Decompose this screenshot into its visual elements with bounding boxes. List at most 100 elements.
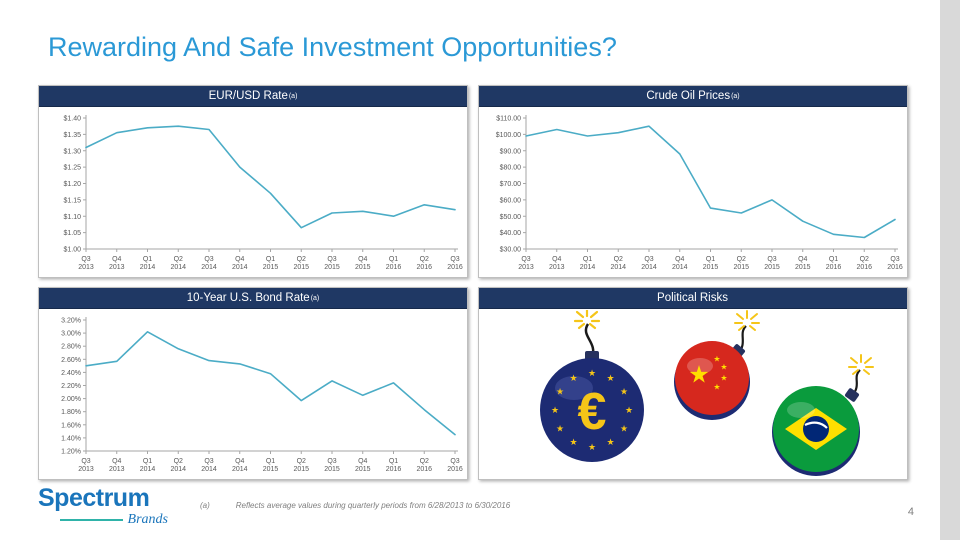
- footnote-ref: (a): [288, 92, 298, 100]
- panel-body: $1.00 $1.05 $1.10 $1.15 $1.20 $1.25 $1.30 $1.35…: [39, 107, 467, 277]
- eur-usd-line-chart: $1.00 $1.05 $1.10 $1.15 $1.20 $1.25 $1.30 $1.35…: [63, 115, 463, 271]
- svg-text:★: ★: [569, 373, 577, 383]
- svg-text:2.20%: 2.20%: [61, 383, 81, 390]
- panel-title: Political Risks: [657, 292, 728, 304]
- svg-text:3.00%: 3.00%: [61, 331, 81, 338]
- logo-word-brands: Brands: [127, 512, 168, 527]
- svg-text:$1.35: $1.35: [63, 132, 81, 139]
- svg-text:★: ★: [569, 437, 577, 447]
- footnote-ref: (a): [731, 92, 740, 100]
- bond-rate-line-chart: 1.20% 1.40% 1.60% 1.80% 2.00% 2.20% 2.40% 2.60%…: [61, 317, 463, 473]
- panel-header: Political Risks: [479, 288, 907, 309]
- svg-text:★: ★: [625, 405, 633, 415]
- svg-text:$110.00: $110.00: [496, 116, 521, 123]
- logo-teal-rule: [60, 519, 123, 521]
- svg-text:$1.05: $1.05: [63, 230, 81, 237]
- svg-text:1.60%: 1.60%: [61, 422, 81, 429]
- panel-body: ★ ★ ★ ★ ★ ★ ★ ★ ★ ★ ★ ★: [479, 309, 907, 481]
- svg-text:$90.00: $90.00: [500, 148, 522, 155]
- footnote: (a) Reflects average values during quarte…: [200, 501, 510, 510]
- panel-title: 10-Year U.S. Bond Rate: [186, 292, 310, 304]
- svg-text:$60.00: $60.00: [500, 197, 522, 204]
- panel-bond-rate: 10-Year U.S. Bond Rate (a) 1.20% 1.40% 1.60…: [38, 287, 468, 480]
- svg-text:$1.10: $1.10: [63, 214, 81, 221]
- panel-body: 1.20% 1.40% 1.60% 1.80% 2.00% 2.20% 2.40% 2.60%…: [39, 309, 467, 479]
- panel-title: Crude Oil Prices: [646, 90, 731, 102]
- crude-oil-line-chart: $30.00 $40.00 $50.00 $60.00 $70.00 $80.00 $90.…: [496, 115, 903, 271]
- spectrum-brands-logo: Spectrum Brands: [38, 483, 168, 528]
- logo-word-spectrum: Spectrum: [38, 483, 150, 512]
- page-number: 4: [907, 506, 914, 518]
- svg-text:★: ★: [713, 355, 720, 364]
- panel-title: EUR/USD Rate: [208, 90, 288, 102]
- svg-text:$30.00: $30.00: [500, 247, 522, 254]
- panel-header: 10-Year U.S. Bond Rate (a): [39, 288, 467, 309]
- svg-text:$1.15: $1.15: [63, 197, 81, 204]
- svg-text:★: ★: [588, 368, 596, 378]
- svg-text:$1.20: $1.20: [63, 181, 81, 188]
- svg-text:2.60%: 2.60%: [61, 357, 81, 364]
- svg-text:★: ★: [688, 362, 710, 389]
- svg-text:1.80%: 1.80%: [61, 409, 81, 416]
- svg-text:$70.00: $70.00: [500, 181, 522, 188]
- svg-text:$1.25: $1.25: [63, 165, 81, 172]
- svg-text:$100.00: $100.00: [496, 132, 521, 139]
- svg-text:★: ★: [606, 373, 614, 383]
- eu-flag-bomb-icon: ★ ★ ★ ★ ★ ★ ★ ★ ★ ★ ★ ★: [540, 310, 644, 462]
- panel-header: EUR/USD Rate (a): [39, 86, 467, 107]
- panel-header: Crude Oil Prices (a): [479, 86, 907, 107]
- svg-text:2.00%: 2.00%: [61, 396, 81, 403]
- svg-text:2.80%: 2.80%: [61, 344, 81, 351]
- political-risks-illustration: ★ ★ ★ ★ ★ ★ ★ ★ ★ ★ ★ ★: [540, 310, 874, 476]
- svg-text:$1.40: $1.40: [63, 116, 81, 123]
- svg-text:★: ★: [606, 437, 614, 447]
- svg-text:★: ★: [620, 424, 628, 434]
- svg-text:2.40%: 2.40%: [61, 370, 81, 377]
- svg-text:★: ★: [713, 383, 720, 392]
- svg-text:★: ★: [720, 363, 727, 372]
- footnote-text: Reflects average values during quarterly…: [235, 501, 511, 510]
- panel-eur-usd: EUR/USD Rate (a) $1.00 $1.05 $1.10 $1.15 $1.2…: [38, 85, 468, 278]
- svg-text:★: ★: [720, 374, 727, 383]
- svg-text:$80.00: $80.00: [500, 165, 522, 172]
- svg-text:★: ★: [620, 387, 628, 397]
- footnote-ref: (a): [310, 294, 320, 302]
- slide-side-accent: [940, 0, 960, 540]
- panel-grid: EUR/USD Rate (a) $1.00 $1.05 $1.10 $1.15 $1.2…: [38, 85, 910, 480]
- svg-text:$1.00: $1.00: [63, 247, 81, 254]
- panel-crude-oil: Crude Oil Prices (a) $30.00 $40.00 $50.00 $6…: [478, 85, 908, 278]
- svg-text:★: ★: [588, 442, 596, 452]
